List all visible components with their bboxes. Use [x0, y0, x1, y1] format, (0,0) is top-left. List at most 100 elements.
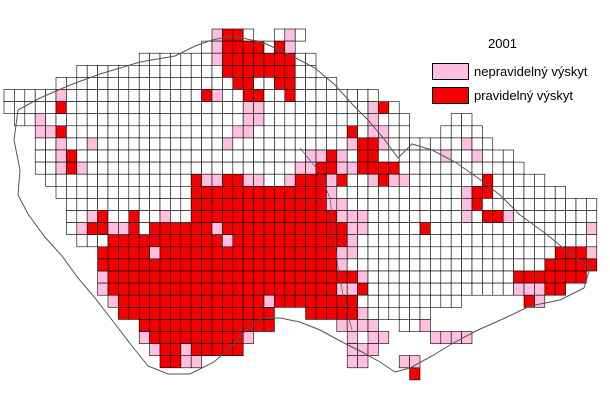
grid-cell-empty	[45, 149, 57, 163]
grid-cell-empty	[190, 101, 202, 114]
grid-cell-empty	[398, 198, 410, 211]
grid-cell-empty	[367, 198, 379, 211]
grid-cell-irregular	[294, 161, 306, 175]
grid-cell-empty	[138, 186, 150, 199]
grid-cell-empty	[554, 198, 566, 211]
grid-cell-regular	[315, 210, 327, 223]
grid-cell-regular	[201, 186, 213, 199]
grid-cell-regular	[242, 246, 254, 260]
grid-cell-empty	[107, 198, 119, 211]
grid-cell-empty	[409, 294, 421, 308]
grid-cell-irregular	[86, 210, 98, 223]
grid-cell-empty	[128, 113, 140, 127]
grid-cell-empty	[128, 173, 140, 187]
grid-cell-empty	[66, 222, 78, 236]
grid-cell-regular	[149, 294, 161, 308]
grid-cell-regular	[159, 258, 171, 272]
grid-cell-irregular	[440, 149, 452, 163]
grid-cell-regular	[211, 234, 223, 248]
grid-cell-empty	[170, 210, 182, 223]
grid-cell-regular	[242, 40, 254, 54]
grid-cell-empty	[378, 270, 390, 284]
grid-cell-empty	[180, 52, 192, 66]
grid-cell-empty	[107, 173, 119, 187]
grid-cell-regular	[201, 331, 213, 344]
grid-cell-irregular	[461, 137, 473, 151]
grid-cell-empty	[284, 137, 296, 151]
grid-cell-regular	[274, 258, 286, 272]
grid-cell-empty	[461, 149, 473, 163]
grid-cell-regular	[180, 331, 192, 344]
grid-cell-empty	[190, 161, 202, 175]
grid-cell-regular	[159, 294, 171, 308]
grid-cell-empty	[86, 161, 98, 175]
grid-cell-empty	[24, 89, 36, 102]
grid-cell-regular	[294, 258, 306, 272]
grid-cell-regular	[378, 161, 390, 175]
grid-cell-empty	[170, 113, 182, 127]
grid-cell-regular	[128, 294, 140, 308]
grid-cell-empty	[66, 89, 78, 102]
grid-cell-regular	[180, 282, 192, 296]
grid-cell-irregular	[336, 161, 348, 175]
grid-cell-empty	[201, 113, 213, 127]
grid-cell-empty	[409, 198, 421, 211]
grid-cell-empty	[242, 161, 254, 175]
grid-cell-empty	[3, 89, 15, 102]
grid-cell-irregular	[357, 222, 369, 236]
grid-cell-regular	[222, 198, 234, 211]
grid-cell-empty	[544, 198, 556, 211]
grid-cell-empty	[315, 137, 327, 151]
grid-cell-empty	[159, 113, 171, 127]
grid-cell-regular	[118, 306, 130, 320]
grid-cell-empty	[450, 161, 462, 175]
grid-cell-empty	[554, 210, 566, 223]
grid-cell-empty	[523, 234, 535, 248]
grid-cell-empty	[180, 173, 192, 187]
grid-cell-empty	[336, 186, 348, 199]
grid-cell-empty	[180, 65, 192, 78]
grid-cell-irregular	[346, 210, 358, 223]
grid-cell-empty	[86, 234, 98, 248]
grid-cell-empty	[378, 198, 390, 211]
grid-cell-regular	[55, 101, 67, 114]
grid-cell-empty	[357, 186, 369, 199]
grid-cell-empty	[253, 77, 265, 90]
grid-cell-empty	[336, 89, 348, 102]
grid-cell-regular	[284, 222, 296, 236]
grid-cell-regular	[274, 294, 286, 308]
grid-cell-regular	[575, 270, 587, 284]
grid-cell-empty	[76, 89, 88, 102]
grid-cell-empty	[201, 125, 213, 139]
grid-cell-regular	[482, 173, 494, 187]
grid-cell-empty	[128, 186, 140, 199]
grid-cell-empty	[107, 161, 119, 175]
grid-cell-regular	[263, 222, 275, 236]
grid-cell-empty	[409, 161, 421, 175]
grid-cell-empty	[492, 258, 504, 272]
grid-cell-empty	[471, 246, 483, 260]
grid-cell-regular	[232, 40, 244, 54]
grid-cell-irregular	[336, 198, 348, 211]
grid-cell-empty	[66, 113, 78, 127]
grid-cell-empty	[242, 149, 254, 163]
grid-cell-empty	[180, 149, 192, 163]
grid-cell-regular	[242, 210, 254, 223]
grid-cell-empty	[482, 161, 494, 175]
grid-cell-empty	[170, 137, 182, 151]
grid-cell-empty	[492, 246, 504, 260]
grid-cell-empty	[554, 222, 566, 236]
grid-cell-empty	[274, 28, 286, 42]
grid-cell-regular	[201, 258, 213, 272]
grid-cell-irregular	[55, 137, 67, 151]
grid-cell-regular	[294, 234, 306, 248]
grid-cell-regular	[284, 270, 296, 284]
grid-cell-empty	[138, 149, 150, 163]
grid-cell-irregular	[357, 210, 369, 223]
grid-cell-empty	[66, 173, 78, 187]
grid-cell-empty	[398, 282, 410, 296]
grid-cell-empty	[513, 258, 525, 272]
grid-cell-irregular	[138, 331, 150, 344]
grid-cell-empty	[367, 258, 379, 272]
grid-cell-regular	[274, 52, 286, 66]
